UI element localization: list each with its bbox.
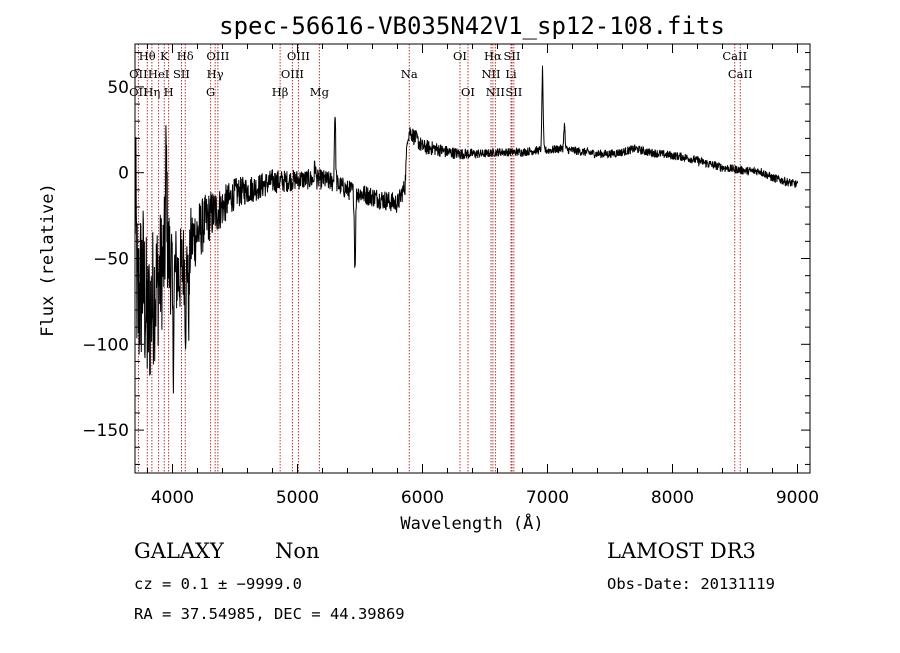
emission-line-label: OII — [129, 67, 148, 81]
emission-line-label: NII — [486, 85, 505, 99]
chart-title: spec-56616-VB035N42V1_sp12-108.fits — [219, 12, 725, 40]
emission-line-label: NII — [481, 67, 500, 81]
y-tick-label: −150 — [82, 421, 129, 441]
coordinates: RA = 37.54985, DEC = 44.39869 — [134, 605, 405, 623]
emission-line-label: OI — [461, 85, 475, 99]
x-axis-label: Wavelength (Å) — [400, 512, 543, 534]
emission-line-label: HeI — [148, 67, 169, 81]
object-subclass: Non — [275, 539, 320, 563]
x-axis-ticks: 4000 5000 6000 7000 8000 9000 — [147, 44, 819, 508]
emission-line-label: CaII — [728, 67, 753, 81]
y-tick-label: 0 — [118, 164, 129, 184]
emission-line-markers — [137, 44, 741, 473]
emission-line-label: OI — [453, 49, 467, 63]
emission-line-label: SII — [505, 85, 522, 99]
survey-name: LAMOST DR3 — [607, 539, 756, 563]
plot-frame — [134, 43, 811, 474]
emission-line-label: Li — [505, 67, 517, 81]
x-tick-label: 5000 — [276, 488, 319, 508]
y-tick-label: −100 — [82, 335, 129, 355]
x-tick-label: 8000 — [651, 488, 694, 508]
emission-line-label: OIII — [206, 49, 229, 63]
y-tick-label: −50 — [93, 250, 129, 270]
x-tick-label: 4000 — [151, 488, 194, 508]
emission-line-label: Hδ — [177, 49, 194, 63]
emission-line-label: CaII — [722, 49, 747, 63]
object-class: GALAXY — [134, 539, 225, 563]
emission-line-label: Hγ — [207, 67, 224, 81]
emission-line-label: Hα — [484, 49, 502, 63]
emission-line-label: SII — [173, 67, 190, 81]
emission-line-label: OIII — [287, 49, 310, 63]
emission-line-label: SII — [504, 49, 521, 63]
x-tick-label: 6000 — [401, 488, 444, 508]
emission-line-label: Hθ — [139, 49, 156, 63]
emission-line-label: Hη — [143, 85, 160, 99]
obs-date: Obs-Date: 20131119 — [607, 575, 775, 593]
emission-line-label: Na — [401, 67, 418, 81]
emission-line-label: K — [160, 49, 169, 63]
emission-line-label: G — [206, 85, 215, 99]
redshift-cz: cz = 0.1 ± −9999.0 — [134, 575, 302, 593]
emission-line-label: OII — [129, 85, 148, 99]
emission-line-label: H — [164, 85, 174, 99]
emission-line-label: OIII — [281, 67, 304, 81]
spectrum-series — [134, 65, 798, 394]
spectrum-line — [134, 65, 798, 394]
y-axis-ticks: −150 −100 −50 0 50 — [82, 52, 810, 465]
y-axis-label: Flux (relative) — [38, 183, 58, 337]
emission-line-label: Hβ — [272, 85, 289, 99]
x-tick-label: 9000 — [776, 488, 819, 508]
emission-line-labels: OII OII Hθ Hη K HeI H Hδ SII G OIII Hγ Hβ OIII OIII Mg N… — [129, 49, 753, 99]
emission-line-label: Mg — [310, 85, 330, 99]
y-tick-label: 50 — [107, 78, 129, 98]
x-tick-label: 7000 — [526, 488, 569, 508]
